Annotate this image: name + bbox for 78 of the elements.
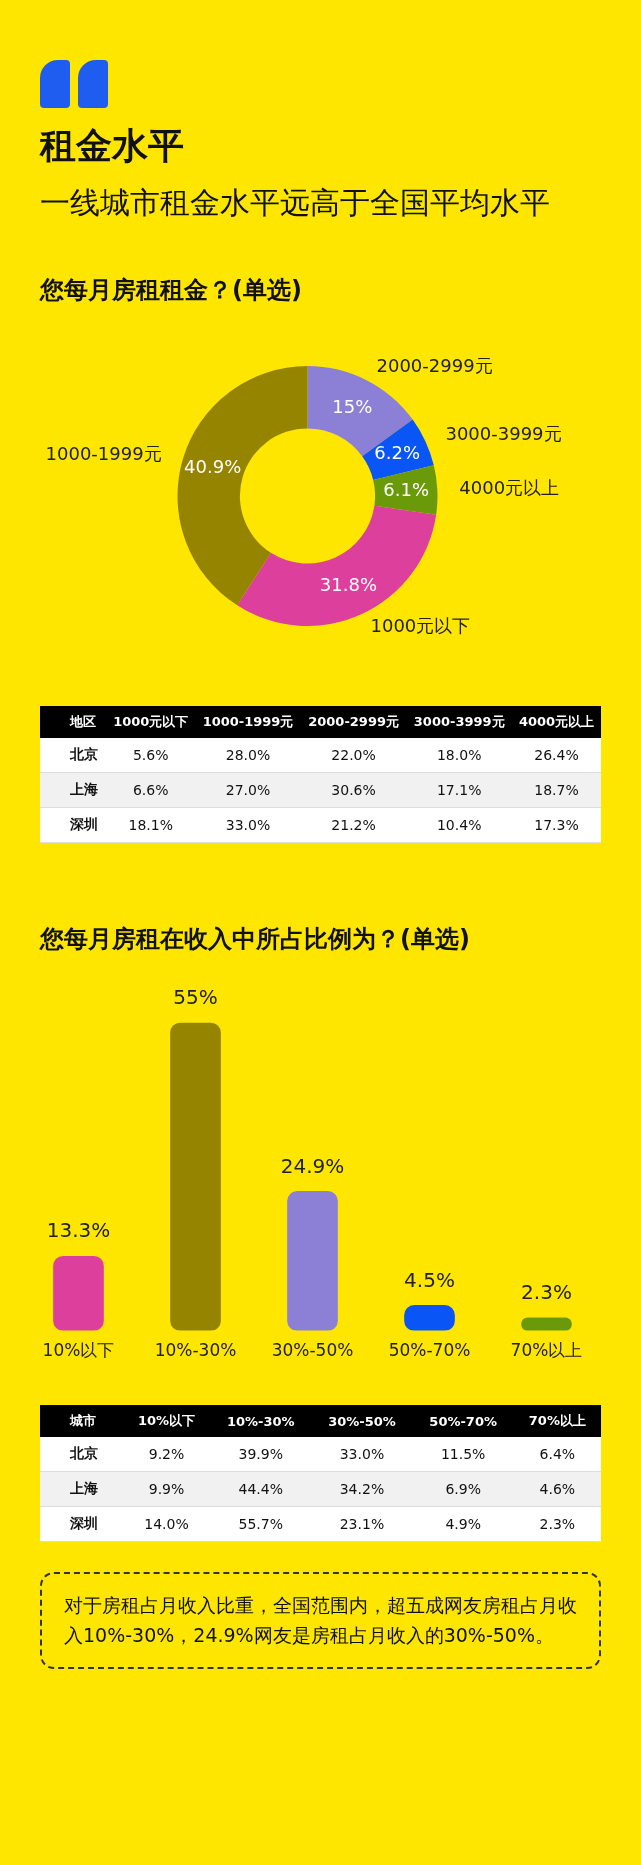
y-axis-title: 城市: [40, 1405, 123, 1437]
chart-title: 您每月房租在收入中所占比例为？(单选): [38, 924, 471, 955]
bar: [404, 1305, 455, 1331]
data-label: 17.1%: [406, 772, 512, 808]
data-label: 11.5%: [412, 1437, 514, 1472]
slice-label: 2000-2999元: [376, 355, 493, 377]
data-label: 55.7%: [210, 1506, 312, 1542]
data-label: 24.9%: [280, 1153, 345, 1178]
data-label: 14.0%: [122, 1506, 211, 1542]
bar: [521, 1317, 572, 1331]
x-tick-label: 4000元以上: [512, 706, 601, 738]
x-tick-label: 1000-1999元: [195, 706, 301, 738]
y-axis-title: 地区: [40, 706, 107, 738]
x-tick-label: 30%-50%: [311, 1405, 413, 1437]
slice-label: 4000元以上: [459, 476, 560, 498]
y-tick-label: 上海: [40, 1471, 123, 1507]
data-label: 31.8%: [319, 573, 378, 595]
data-label: 33.0%: [311, 1437, 413, 1472]
data-label: 18.0%: [406, 738, 512, 773]
data-label: 4.5%: [404, 1267, 455, 1292]
data-label: 55%: [173, 985, 218, 1010]
data-label: 4.9%: [412, 1506, 514, 1542]
x-tick-label: 10%-30%: [210, 1405, 312, 1437]
data-label: 40.9%: [184, 455, 242, 477]
data-label: 33.0%: [195, 807, 301, 843]
x-tick-label: 30%-50%: [271, 1340, 354, 1361]
chart-title: 您每月房租租金？(单选): [38, 275, 303, 306]
data-label: 30.6%: [300, 772, 407, 808]
y-tick-label: 上海: [40, 772, 107, 808]
data-label: 18.1%: [106, 807, 196, 843]
y-tick-label: 北京: [40, 1437, 123, 1472]
data-label: 27.0%: [195, 772, 301, 808]
data-label: 34.2%: [311, 1471, 413, 1507]
data-label: 10.4%: [406, 807, 512, 843]
slice-label: 3000-3999元: [445, 423, 562, 445]
x-tick-label: 3000-3999元: [406, 706, 512, 738]
data-label: 2.3%: [513, 1506, 601, 1542]
data-label: 6.4%: [513, 1437, 601, 1472]
data-label: 39.9%: [210, 1437, 312, 1472]
data-label: 9.9%: [122, 1471, 211, 1507]
data-label: 6.1%: [383, 479, 430, 501]
text: 一线城市租金水平远高于全国平均水平: [39, 184, 551, 222]
y-tick-label: 深圳: [40, 1506, 123, 1542]
x-tick-label: 70%以上: [510, 1340, 583, 1361]
data-label: 2.3%: [521, 1279, 572, 1304]
x-tick-label: 1000元以下: [106, 706, 196, 738]
data-label: 17.3%: [512, 807, 601, 843]
data-label: 13.3%: [46, 1218, 111, 1243]
data-label: 21.2%: [300, 807, 407, 843]
data-label: 44.4%: [210, 1471, 312, 1507]
y-tick-label: 深圳: [40, 807, 107, 843]
text: 对于房租占月收入比重，全国范围内，超五成网友房租占月收入10%-30%，24.9%网友是房租占月收入的30%-50%。: [40, 1572, 601, 1669]
bar: [170, 1022, 221, 1331]
x-tick-label: 10%以下: [122, 1405, 211, 1437]
data-label: 28.0%: [195, 738, 301, 773]
data-label: 22.0%: [300, 738, 407, 773]
data-label: 18.7%: [512, 772, 601, 808]
y-tick-label: 北京: [40, 738, 107, 773]
bar: [287, 1191, 338, 1331]
data-label: 5.6%: [106, 738, 196, 773]
data-label: 6.9%: [412, 1471, 514, 1507]
data-label: 6.2%: [374, 442, 421, 464]
x-tick-label: 70%以上: [513, 1405, 601, 1437]
data-label: 23.1%: [311, 1506, 413, 1542]
x-tick-label: 50%-70%: [412, 1405, 514, 1437]
text: 租金水平: [38, 124, 185, 168]
x-tick-label: 10%-30%: [154, 1340, 237, 1361]
data-label: 9.2%: [122, 1437, 211, 1472]
data-label: 15%: [332, 395, 373, 417]
bar: [53, 1255, 104, 1331]
slice-label: 1000-1999元: [45, 443, 162, 465]
x-tick-label: 50%-70%: [388, 1340, 471, 1361]
data-label: 6.6%: [106, 772, 196, 808]
x-tick-label: 2000-2999元: [300, 706, 407, 738]
data-label: 26.4%: [512, 738, 601, 773]
data-label: 4.6%: [513, 1471, 601, 1507]
slice-label: 1000元以下: [370, 614, 471, 636]
x-tick-label: 10%以下: [42, 1340, 115, 1361]
